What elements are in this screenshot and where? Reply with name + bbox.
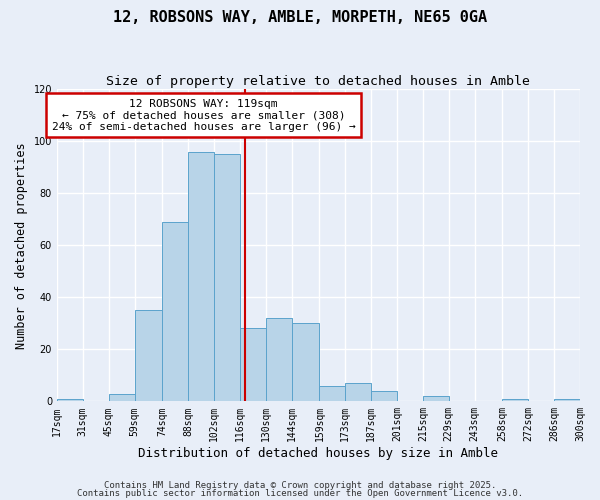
- Text: Contains public sector information licensed under the Open Government Licence v3: Contains public sector information licen…: [77, 489, 523, 498]
- Text: 12 ROBSONS WAY: 119sqm
← 75% of detached houses are smaller (308)
24% of semi-de: 12 ROBSONS WAY: 119sqm ← 75% of detached…: [52, 98, 355, 132]
- Bar: [162, 222, 188, 402]
- Bar: [423, 396, 449, 402]
- Bar: [554, 398, 580, 402]
- X-axis label: Distribution of detached houses by size in Amble: Distribution of detached houses by size …: [139, 447, 499, 460]
- Bar: [188, 152, 214, 402]
- Bar: [266, 318, 292, 402]
- Bar: [57, 398, 83, 402]
- Bar: [345, 383, 371, 402]
- Bar: [371, 391, 397, 402]
- Y-axis label: Number of detached properties: Number of detached properties: [15, 142, 28, 348]
- Bar: [214, 154, 240, 402]
- Bar: [109, 394, 134, 402]
- Bar: [319, 386, 345, 402]
- Text: Contains HM Land Registry data © Crown copyright and database right 2025.: Contains HM Land Registry data © Crown c…: [104, 480, 496, 490]
- Bar: [134, 310, 162, 402]
- Bar: [240, 328, 266, 402]
- Bar: [292, 324, 319, 402]
- Text: 12, ROBSONS WAY, AMBLE, MORPETH, NE65 0GA: 12, ROBSONS WAY, AMBLE, MORPETH, NE65 0G…: [113, 10, 487, 25]
- Bar: [502, 398, 528, 402]
- Title: Size of property relative to detached houses in Amble: Size of property relative to detached ho…: [106, 75, 530, 88]
